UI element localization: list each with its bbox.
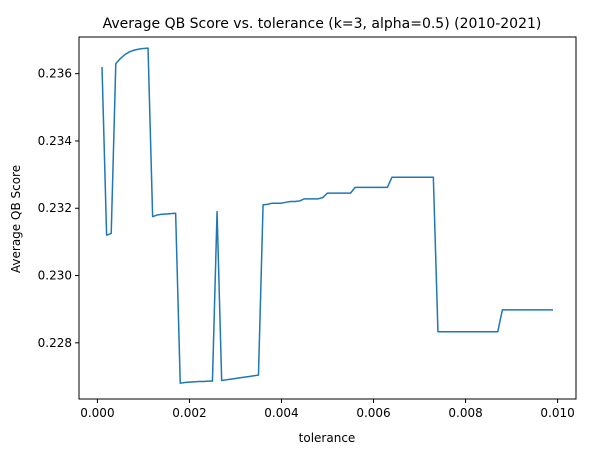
series-line — [101, 47, 553, 384]
y-tick-label: 0.232 — [38, 201, 72, 215]
x-tick-label: 0.000 — [80, 406, 114, 420]
y-tick-label: 0.230 — [38, 269, 72, 283]
x-tick-label: 0.008 — [448, 406, 482, 420]
x-tick-label: 0.002 — [172, 406, 206, 420]
x-tick-label: 0.004 — [264, 406, 298, 420]
chart-title: Average QB Score vs. tolerance (k=3, alp… — [103, 16, 542, 32]
plot-area — [101, 47, 553, 384]
y-axis-label: Average QB Score — [9, 165, 23, 273]
y-tick-label: 0.234 — [38, 134, 72, 148]
y-tick-label: 0.236 — [38, 67, 72, 81]
x-tick-label: 0.006 — [356, 406, 390, 420]
y-axis: 0.228 0.230 0.232 0.234 0.236 — [38, 67, 79, 350]
x-tick-label: 0.010 — [540, 406, 574, 420]
plot-frame — [78, 36, 577, 400]
x-axis: 0.000 0.002 0.004 0.006 0.008 0.010 — [80, 399, 575, 420]
y-tick-label: 0.228 — [38, 336, 72, 350]
x-axis-label: tolerance — [299, 431, 356, 445]
